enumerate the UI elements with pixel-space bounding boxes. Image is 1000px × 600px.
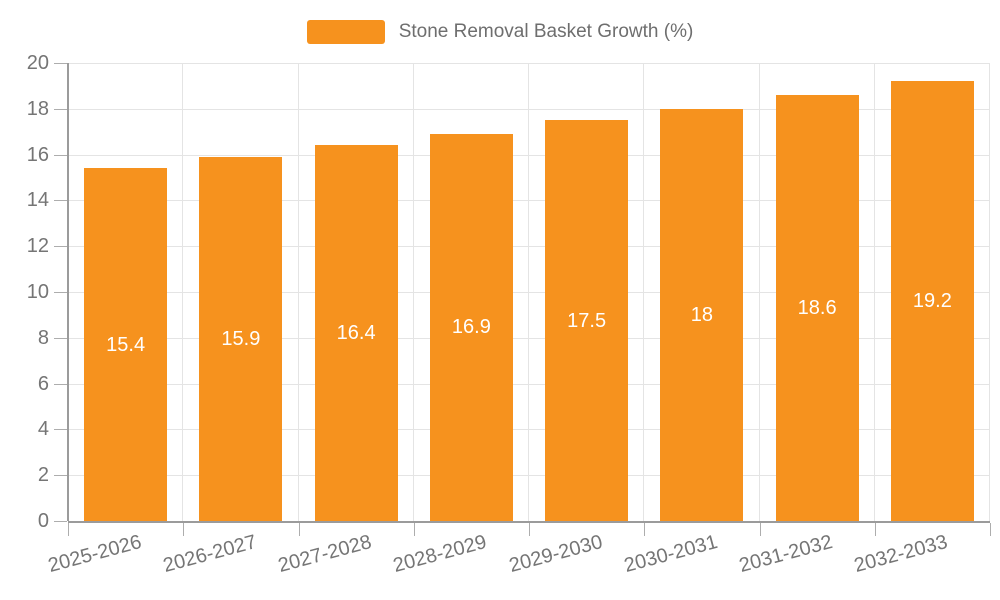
gridline-h [68,63,990,64]
gridline-v [643,63,644,521]
x-tick [183,523,184,536]
y-tick [54,292,67,293]
y-axis-label: 20 [26,52,49,74]
x-tick [68,523,69,536]
y-axis-label: 14 [26,189,49,212]
legend-label[interactable]: Stone Removal Basket Growth (%) [398,21,694,42]
y-tick [54,154,67,156]
x-tick [414,523,415,536]
y-axis-label: 2 [37,464,49,487]
gridline-v [759,63,760,521]
gridline-h [68,429,990,431]
gridline-h [68,475,990,477]
y-axis-label: 18 [26,97,49,120]
bar-value-label: 16.4 [336,322,376,345]
y-tick [54,63,67,64]
bar [545,120,629,521]
bar-value-label: 19.2 [912,290,952,313]
gridline-v [874,63,875,521]
bar [890,81,974,521]
x-tick [529,523,530,536]
bar [660,108,744,521]
y-axis-label: 0 [37,510,49,532]
bar [775,95,859,521]
gridline-v [413,63,414,521]
y-axis-line [67,63,69,521]
bar-value-label: 17.5 [567,309,607,332]
gridline-h [68,292,990,293]
bar [199,156,283,521]
bar-value-label: 16.9 [451,316,491,339]
x-tick [644,523,645,536]
gridline-v [528,63,529,521]
y-tick [54,429,67,431]
y-tick [54,337,67,339]
y-axis-label: 6 [37,372,49,395]
bar [429,133,513,521]
y-axis-label: 4 [37,418,49,441]
plot-area: 15.4 15.9 16.4 16.9 17.5 18 18.6 19.2 [68,63,990,521]
y-axis-label: 8 [37,326,49,349]
gridline-h [68,337,990,339]
y-tick [54,475,67,477]
bar-value-label: 18 [690,303,713,326]
bar-value-label: 15.9 [221,327,261,350]
x-axis-line [68,521,990,523]
y-tick [54,108,67,110]
legend-swatch[interactable] [306,20,385,44]
bar [84,168,168,521]
bar [314,145,398,521]
bar-value-label: 18.6 [797,297,837,320]
gridline-v [298,63,299,521]
y-axis-label: 12 [26,235,49,258]
gridline-v [182,63,183,521]
gridline-h [68,383,990,385]
gridline-h [68,200,990,202]
y-axis-label: 16 [26,143,49,166]
bar-value-label: 15.4 [106,333,146,356]
y-tick [54,246,67,248]
gridline-h [68,108,990,110]
y-tick [54,383,67,385]
gridline-h [68,246,990,248]
y-tick [54,521,67,522]
y-tick [54,200,67,202]
gridline-h [68,154,990,156]
x-tick [299,523,300,536]
x-tick [760,523,761,536]
x-tick [990,523,991,536]
y-axis-label: 10 [26,281,49,303]
x-tick [875,523,876,536]
gridline-v [989,63,990,521]
legend[interactable]: Stone Removal Basket Growth (%) [0,17,1000,47]
